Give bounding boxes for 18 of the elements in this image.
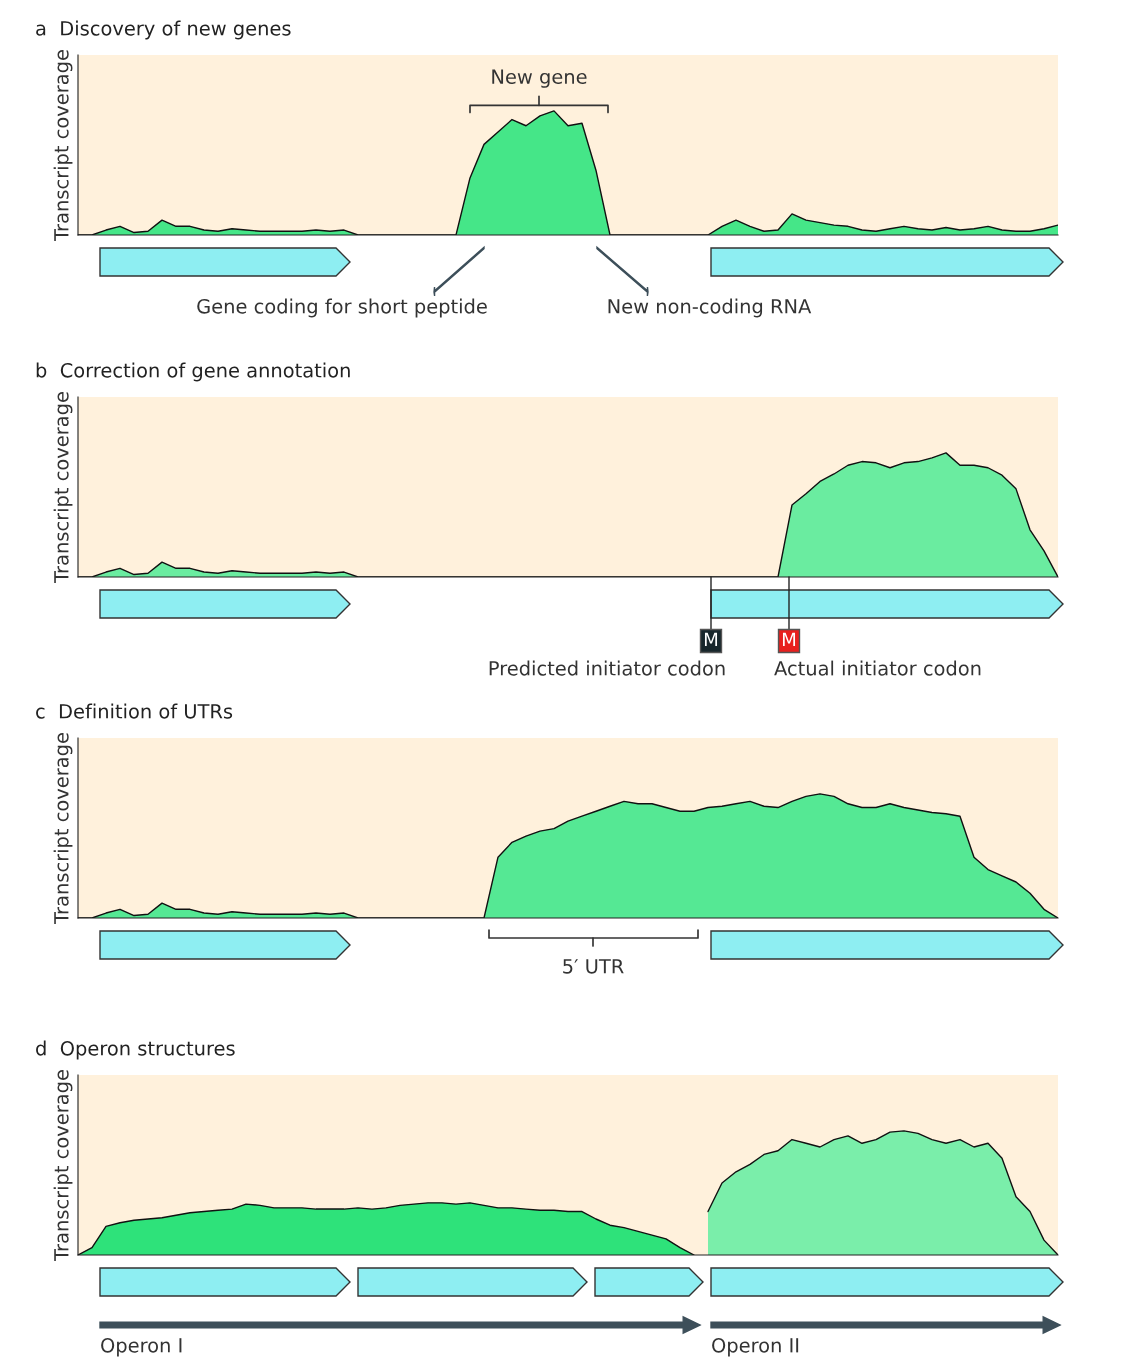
y-axis-title: Transcript coverage <box>53 1070 73 1261</box>
text: Operon II <box>712 1337 799 1357</box>
text: Operon I <box>101 1337 182 1357</box>
text: New gene <box>492 69 587 88</box>
chart-title: b Correction of gene annotation <box>36 362 350 382</box>
chart-title: a Discovery of new genes <box>36 20 291 40</box>
y-axis-title: Transcript coverage <box>53 392 73 583</box>
text: Gene coding for short peptide <box>197 298 487 318</box>
chart-title: d Operon structures <box>36 1040 235 1060</box>
text: M <box>782 632 796 646</box>
text: M <box>704 632 718 646</box>
y-axis-title: Transcript coverage <box>53 733 73 924</box>
text: New non-coding RNA <box>608 298 812 318</box>
text: Actual initiator codon <box>774 660 981 676</box>
text: Predicted initiator codon <box>489 660 725 676</box>
y-axis-title: Transcript coverage <box>53 50 73 241</box>
chart-title: c Definition of UTRs <box>36 703 233 719</box>
text: 5′ UTR <box>563 959 624 974</box>
